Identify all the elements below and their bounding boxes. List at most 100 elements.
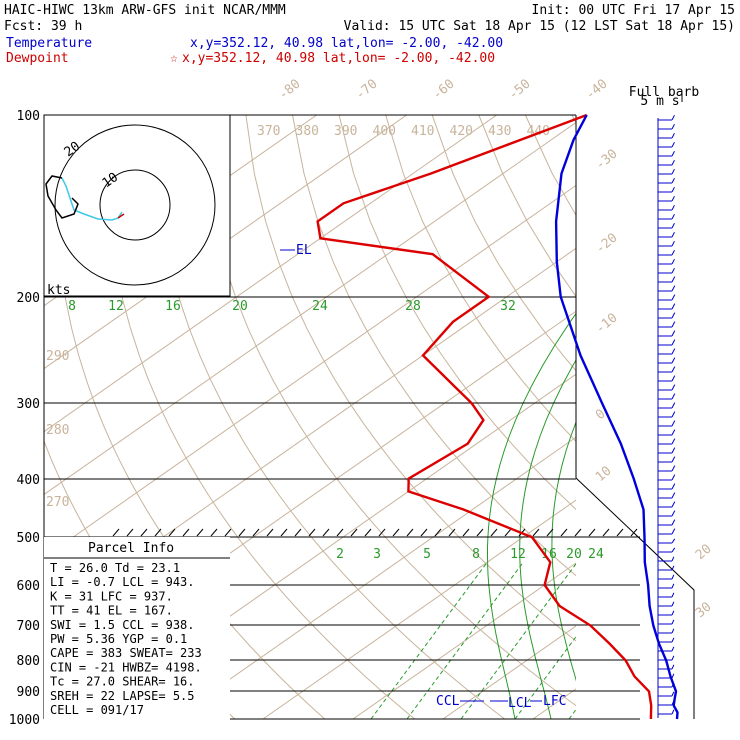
freezing-tick-141	[140, 528, 148, 537]
wind-barb-flag-372	[671, 366, 676, 373]
freezing-tick-169	[168, 528, 176, 537]
theta-label-top-0: 370	[257, 124, 280, 139]
isotherm-label-3: -50	[506, 76, 534, 103]
wind-barb-flag-507	[671, 501, 676, 508]
wind-barb-flag-219	[671, 213, 675, 220]
dewpoint-marker-icon: ☆	[170, 51, 178, 66]
freezing-tick-239	[238, 528, 246, 537]
axis-labels: 100 200 300 400 500 600 700 800 900 1000 -80 -70 -60…	[9, 76, 715, 728]
parcel-info-panel: Parcel Info T = 26.0 Td = 23.1LI = -0.7 …	[44, 537, 230, 723]
moist-label-3: 20	[232, 299, 248, 314]
pressure-label-100: 100	[17, 109, 40, 124]
theta-label-left-0: 290	[46, 349, 69, 364]
mixing-ratio-8	[514, 635, 576, 719]
parcel-level-annotations: EL CCL LCL LFC	[280, 243, 566, 711]
moist-label-4: 24	[312, 299, 328, 314]
wind-barb-flag-651	[671, 646, 675, 652]
wind-barb-flag-228	[671, 222, 675, 229]
pressure-label-700: 700	[17, 619, 40, 634]
hodograph-trace-high	[45, 175, 79, 219]
freezing-tick-183	[182, 528, 190, 537]
mixing-ratio-label-3: 8	[472, 547, 480, 562]
wind-barb-flag-255	[671, 249, 675, 256]
mixing-ratio-20	[650, 562, 740, 719]
dry-adiabat-270	[104, 115, 416, 719]
wind-barb-flag-435	[671, 429, 676, 436]
mixing-ratio-label-6: 20	[566, 547, 582, 562]
wind-barb-flag-399	[671, 393, 676, 400]
wind-barb-flag-183	[671, 177, 675, 184]
ccl-label: CCL	[436, 694, 460, 709]
freezing-tick-449	[448, 528, 456, 537]
freezing-tick-281	[280, 528, 288, 537]
parcel-info-row-1: LI = -0.7 LCL = 943.	[50, 575, 195, 589]
wind-barb-flag-516	[671, 510, 676, 517]
wind-barb-flag-309	[671, 303, 676, 310]
wind-barb-flag-363	[671, 357, 676, 364]
wind-barbs	[657, 114, 676, 718]
wind-barb-flag-678	[671, 673, 675, 679]
el-label: EL	[296, 243, 312, 258]
isotherm--30	[172, 436, 576, 719]
dry-adiabat-390	[665, 115, 740, 719]
freezing-tick-323	[322, 528, 330, 537]
wind-barb-flag-282	[671, 276, 676, 283]
wind-barb-flag-714	[671, 709, 675, 715]
mixing-ratio-lines	[370, 561, 740, 719]
wind-barb-flag-633	[671, 628, 675, 634]
isotherm--90	[44, 115, 498, 433]
freezing-tick-477	[476, 528, 484, 537]
wind-barb-flag-660	[671, 655, 675, 661]
wind-barb-flag-192	[671, 186, 675, 193]
temperature-location: x,y=352.12, 40.98 lat,lon= -2.00, -42.00	[190, 36, 503, 51]
wind-legend-line2: 5 m s	[640, 94, 679, 109]
mixing-ratio-24	[677, 562, 740, 719]
mixing-ratio-label-4: 12	[510, 547, 526, 562]
theta-label-top-5: 420	[450, 124, 473, 139]
hodograph-trace-surface	[117, 213, 125, 219]
wind-barb-flag-138	[671, 132, 675, 139]
freezing-tick-127	[126, 528, 134, 537]
mixing-ratio-2	[370, 561, 488, 719]
wind-barb-flag-687	[671, 682, 675, 688]
moist-adiabat-16	[551, 420, 576, 682]
wind-barb-flag-480	[671, 474, 676, 481]
parcel-info-row-0: T = 26.0 Td = 23.1	[50, 561, 180, 575]
pressure-label-200: 200	[17, 291, 40, 306]
wind-barb-flag-291	[671, 285, 676, 292]
freezing-tick-379	[378, 528, 386, 537]
isotherm-label-2: -60	[430, 76, 458, 103]
freezing-tick-561	[560, 528, 568, 537]
moist-label-1: 12	[108, 299, 124, 314]
wind-barb-flag-579	[671, 574, 675, 580]
isotherm-10	[532, 688, 576, 719]
moist-label-2: 16	[165, 299, 181, 314]
wind-barb-flag-264	[671, 258, 675, 265]
freezing-tick-351	[350, 528, 358, 537]
theta-label-top-1: 380	[296, 124, 319, 139]
parcel-info-row-10: CELL = 091/17	[50, 703, 144, 717]
wind-barb-flag-300	[671, 294, 676, 301]
dry-adiabat-290	[198, 115, 576, 707]
wind-barb-flag-408	[671, 402, 676, 409]
init-time: Init: 00 UTC Fri 17 Apr 15	[532, 3, 736, 18]
isotherm-label-10: 20	[693, 542, 715, 564]
wind-barb-flag-147	[671, 141, 675, 148]
isotherm-0	[442, 625, 576, 719]
freezing-tick-617	[616, 528, 624, 537]
pressure-label-500: 500	[17, 531, 40, 546]
dry-adiabat-380	[619, 115, 740, 719]
wind-barb-flag-561	[671, 556, 675, 562]
isotherm--100	[44, 115, 408, 370]
isotherm-label-7: -10	[593, 310, 621, 337]
valid-time: Valid: 15 UTC Sat 18 Apr 15 (12 LST Sat …	[344, 19, 735, 34]
wind-barb-flag-462	[671, 456, 676, 463]
isotherm--70	[44, 184, 576, 559]
mixing-ratio-label-2: 5	[423, 547, 431, 562]
wind-barb-flag-615	[671, 610, 675, 616]
isotherm-30	[713, 115, 740, 719]
dewpoint-location: x,y=352.12, 40.98 lat,lon= -2.00, -42.00	[182, 51, 495, 66]
freezing-tick-365	[364, 528, 372, 537]
mixing-ratio-3	[406, 561, 524, 719]
